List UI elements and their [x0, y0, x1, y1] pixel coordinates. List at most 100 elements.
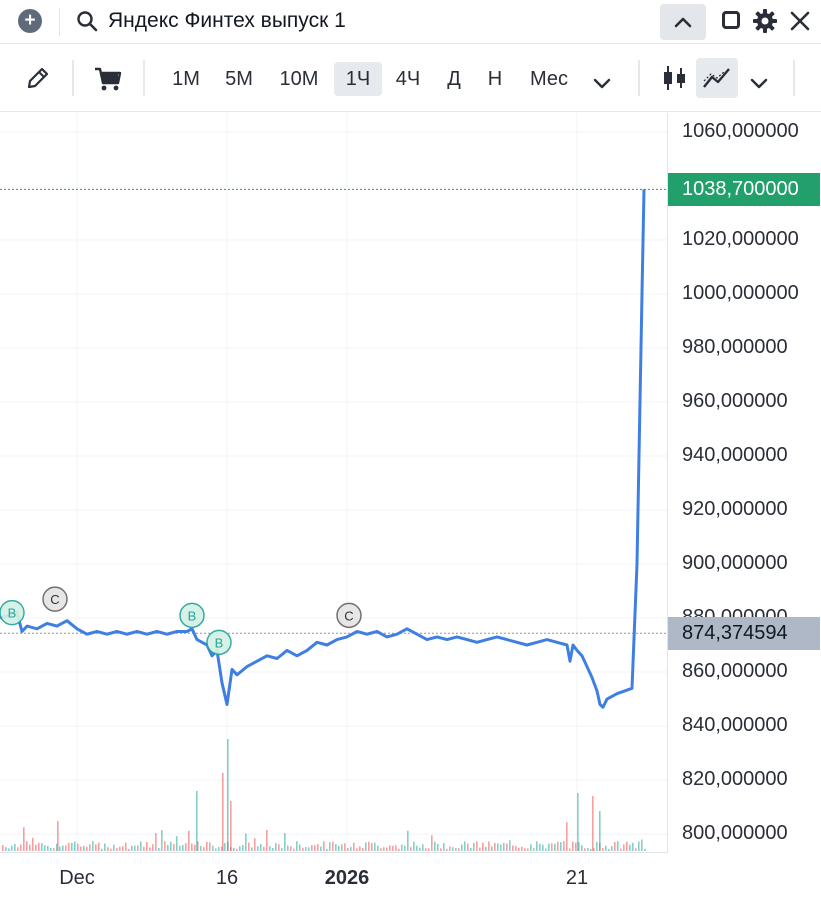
y-tick-label: 820,000000	[682, 768, 788, 791]
volume-bar	[470, 847, 472, 851]
collapse-button[interactable]	[660, 4, 706, 40]
volume-bar	[245, 833, 247, 851]
volume-bar	[512, 845, 514, 851]
timeframe-1h[interactable]: 1Ч	[334, 62, 382, 96]
volume-bar	[137, 845, 139, 851]
volume-bar	[188, 830, 190, 851]
volume-bar	[416, 845, 418, 851]
volume-bar	[395, 845, 397, 851]
volume-bar	[200, 845, 202, 851]
price-chart[interactable]: B C B B C	[0, 113, 667, 853]
cart-icon[interactable]	[93, 62, 123, 94]
volume-bar	[410, 847, 412, 851]
volume-bar	[488, 841, 490, 851]
volume-bar	[290, 846, 292, 851]
volume-bar	[482, 842, 484, 851]
buy-marker-circle	[206, 629, 232, 656]
square-icon[interactable]	[722, 11, 740, 29]
volume-bar	[74, 841, 76, 851]
volume-bar	[629, 844, 631, 851]
volume-bar	[269, 846, 271, 851]
volume-bar	[422, 844, 424, 851]
timeframe-4h[interactable]: 4Ч	[395, 68, 421, 90]
volume-bar	[2, 845, 4, 851]
volume-bar	[260, 844, 262, 851]
x-tick-label: Dec	[59, 867, 95, 889]
close-icon[interactable]	[788, 9, 812, 33]
volume-bar	[92, 841, 94, 851]
volume-bar	[155, 833, 157, 851]
volume-bar	[161, 830, 163, 851]
instrument-title[interactable]: Яндекс Финтех выпуск 1	[108, 9, 346, 32]
volume-bar	[80, 846, 82, 851]
volume-bar	[587, 847, 589, 851]
timeframe-1m[interactable]: 1М	[172, 68, 200, 90]
volume-bar	[515, 846, 517, 851]
chevron-down-icon[interactable]	[748, 68, 770, 100]
volume-bar	[392, 845, 394, 851]
volume-bar	[389, 845, 391, 851]
volume-bar	[5, 847, 7, 851]
buy-marker: B	[206, 629, 232, 656]
volume-bar	[302, 847, 304, 851]
volume-bar	[644, 848, 646, 851]
volume-bar	[308, 847, 310, 851]
y-tick-label: 920,000000	[682, 498, 788, 520]
pencil-icon[interactable]	[24, 62, 50, 94]
volume-bar	[572, 841, 574, 851]
plus-circle-icon[interactable]: +	[18, 9, 42, 33]
chevron-down-icon[interactable]	[591, 68, 613, 100]
timeframe-10m[interactable]: 10М	[279, 68, 319, 90]
volume-bar	[590, 848, 592, 851]
line-chart-icon	[703, 68, 730, 88]
timeframe-5m[interactable]: 5М	[225, 68, 253, 90]
volume-bar	[479, 847, 481, 851]
y-tick-label: 1020,000000	[682, 227, 799, 250]
gear-icon[interactable]	[752, 8, 778, 34]
series-line	[0, 189, 646, 709]
volume-bar	[323, 841, 325, 851]
line-chart-button[interactable]	[696, 58, 738, 98]
volume-bar	[350, 846, 352, 851]
buy-marker-circle	[0, 599, 25, 626]
volume-bar	[536, 841, 538, 851]
candles-icon[interactable]	[660, 62, 690, 94]
volume-bar	[47, 845, 49, 851]
marker-label: B	[188, 608, 197, 623]
volume-bar	[557, 841, 559, 851]
volume-bar	[431, 835, 433, 851]
timeframe-month[interactable]: Мес	[529, 68, 568, 90]
volume-bar	[62, 845, 64, 851]
search-icon[interactable]	[76, 10, 98, 32]
volume-bar	[494, 842, 496, 851]
volume-bar	[296, 841, 298, 851]
volume-bar	[452, 847, 454, 851]
volume-bar	[233, 847, 235, 851]
divider	[143, 60, 145, 96]
y-tick-label: 980,000000	[682, 335, 788, 358]
volume-bar	[359, 846, 361, 851]
volume-bar	[458, 848, 460, 851]
volume-bar	[338, 846, 340, 851]
volume-bar	[524, 848, 526, 851]
volume-bar	[17, 847, 19, 851]
volume-bar	[257, 846, 259, 851]
volume-bar	[14, 843, 16, 851]
timeframe-day[interactable]: Д	[447, 68, 461, 90]
volume-bar	[503, 842, 505, 851]
volume-bar	[554, 843, 556, 851]
timeframe-week[interactable]: Н	[487, 68, 503, 90]
buy-marker: B	[0, 599, 25, 626]
volume-bar	[641, 839, 643, 851]
volume-bar	[194, 844, 196, 851]
volume-bar	[332, 841, 334, 851]
volume-bar	[197, 841, 199, 851]
volume-bar	[104, 843, 106, 851]
volume-bar	[539, 843, 541, 851]
volume-bar	[638, 841, 640, 851]
volume-bar	[329, 842, 331, 851]
volume-bar	[584, 848, 586, 851]
volume-bar	[284, 833, 286, 851]
volume-bar	[83, 845, 85, 851]
volume-bar	[434, 841, 436, 851]
